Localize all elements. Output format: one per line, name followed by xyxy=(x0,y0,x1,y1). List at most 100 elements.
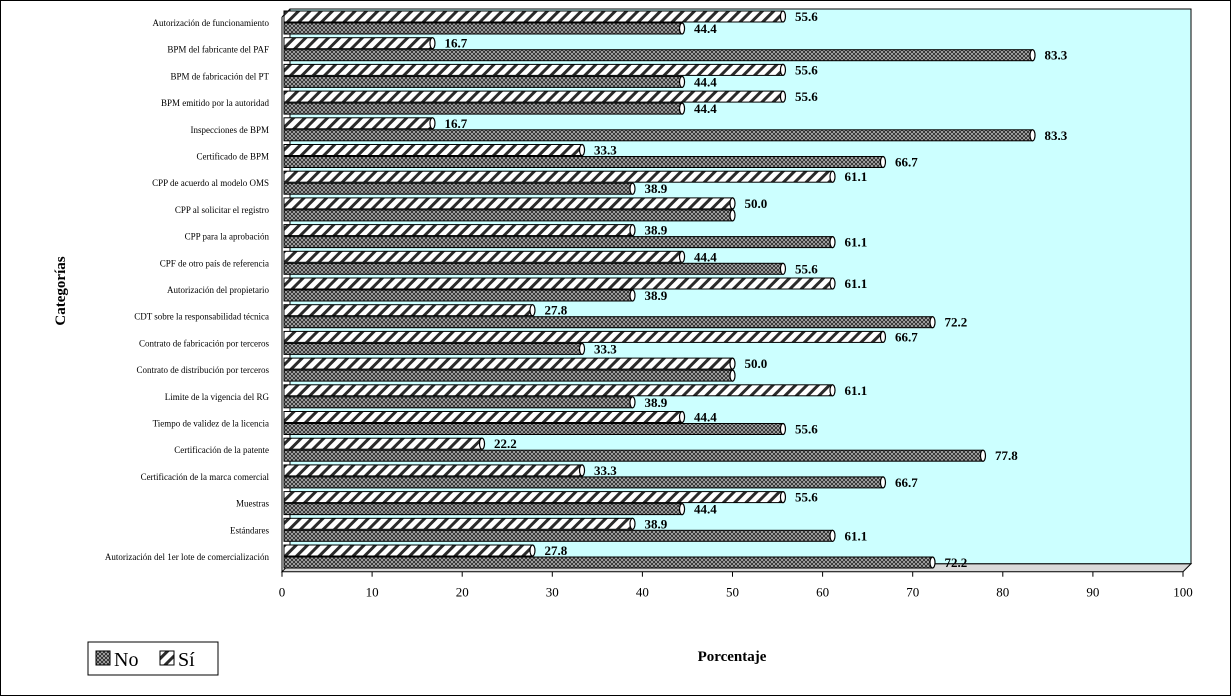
value-label-si: 44.4 xyxy=(694,410,717,425)
x-tick-label: 50 xyxy=(726,585,739,600)
value-label-no: 83.3 xyxy=(1045,128,1068,143)
value-label-no: 61.1 xyxy=(845,528,868,543)
value-label-no: 66.7 xyxy=(895,475,918,490)
value-label-si: 50.0 xyxy=(745,196,768,211)
bar-si xyxy=(283,277,836,290)
bar-no xyxy=(283,396,636,409)
bar-no xyxy=(283,129,1036,142)
bar-no xyxy=(283,422,787,436)
value-label-si: 38.9 xyxy=(644,223,667,238)
value-label-no: 55.6 xyxy=(795,261,818,276)
value-label-si: 22.2 xyxy=(494,436,517,451)
value-label-no: 44.4 xyxy=(694,101,717,116)
bar-no xyxy=(283,75,686,89)
bar-no xyxy=(283,22,686,35)
value-label-no: 77.8 xyxy=(995,448,1018,463)
bar-no xyxy=(283,316,936,329)
value-label-no: 38.9 xyxy=(644,395,667,410)
bar-no xyxy=(283,476,887,489)
x-tick-label: 30 xyxy=(546,585,559,600)
value-labels-group: 55.6 44.4 16.7 83.3 55.6 44.4 55.6 44.4 16.7 83.3… xyxy=(444,9,1067,570)
value-label-no: 72.2 xyxy=(945,555,968,570)
bars-group xyxy=(283,10,1036,569)
category-label: Certificación de la marca comercial xyxy=(141,472,270,482)
bar-si xyxy=(283,437,486,450)
bar-si xyxy=(283,63,787,77)
value-label-si: 61.1 xyxy=(845,276,868,291)
value-label-no: 61.1 xyxy=(845,235,868,250)
category-label: Muestras xyxy=(236,499,269,509)
value-label-no: 72.2 xyxy=(945,315,968,330)
category-label: Inspecciones de BPM xyxy=(191,125,270,135)
bar-si xyxy=(283,143,586,157)
value-label-no: 83.3 xyxy=(1045,48,1068,63)
category-labels-group: Autorización de funcionamiento BPM del fa… xyxy=(105,18,270,562)
value-label-no: 44.4 xyxy=(694,21,717,36)
value-label-si: 55.6 xyxy=(795,89,818,104)
value-label-si: 27.8 xyxy=(544,543,567,558)
legend-swatch-no xyxy=(95,650,111,666)
category-label: CPP para la aprobación xyxy=(185,232,270,242)
bar-no xyxy=(283,342,586,355)
bar-si xyxy=(283,517,636,530)
bar-si xyxy=(283,357,736,370)
value-label-si: 16.7 xyxy=(444,116,467,131)
x-tick-label: 10 xyxy=(366,585,379,600)
value-label-no: 44.4 xyxy=(694,74,717,89)
bar-no xyxy=(283,503,686,516)
x-axis: 0 10 20 30 40 50 60 70 80 90 100 xyxy=(279,571,1193,600)
bar-si xyxy=(283,384,836,397)
bar-si xyxy=(283,10,787,23)
value-label-si: 55.6 xyxy=(795,490,818,505)
value-label-no: 33.3 xyxy=(594,341,617,356)
legend-label-si: Sí xyxy=(178,649,195,671)
legend-label-no: No xyxy=(114,649,138,671)
bar-no xyxy=(283,155,887,169)
category-label: CPP de acuerdo al modelo OMS xyxy=(152,178,269,188)
bar-si xyxy=(283,491,787,504)
x-tick-label: 80 xyxy=(996,585,1009,600)
category-label: Autorización del 1er lote de comercializ… xyxy=(105,552,270,562)
value-label-no: 38.9 xyxy=(644,288,667,303)
category-label: Estándares xyxy=(230,525,269,535)
bar-si xyxy=(283,117,436,130)
bar-no xyxy=(283,236,836,249)
bar-no xyxy=(283,449,987,462)
bar-no xyxy=(283,209,736,222)
legend: No Sí xyxy=(87,641,219,676)
value-label-no: 44.4 xyxy=(694,502,717,517)
value-label-si: 55.6 xyxy=(795,9,818,24)
x-axis-title: Porcentaje xyxy=(698,649,767,665)
bar-si xyxy=(283,197,736,210)
y-axis-title: Categorías xyxy=(53,256,69,325)
category-label: Tiempo de validez de la licencia xyxy=(153,419,269,429)
value-label-no: 38.9 xyxy=(644,181,667,196)
bar-si xyxy=(283,170,836,183)
value-label-si: 33.3 xyxy=(594,463,617,478)
bar-no xyxy=(283,289,636,302)
category-label: BPM del fabricante del PAF xyxy=(167,45,269,55)
bar-no xyxy=(283,529,836,542)
bar-no xyxy=(283,49,1036,62)
value-label-si: 38.9 xyxy=(644,516,667,531)
x-tick-label: 90 xyxy=(1086,585,1099,600)
x-tick-label: 0 xyxy=(279,585,286,600)
x-tick-label: 60 xyxy=(816,585,829,600)
bar-si xyxy=(283,90,787,103)
value-label-si: 55.6 xyxy=(795,62,818,77)
value-label-si: 33.3 xyxy=(594,143,617,158)
bar-no xyxy=(283,102,686,115)
category-label: CPF de otro país de referencia xyxy=(160,258,269,268)
bar-si xyxy=(283,224,636,237)
value-label-si: 66.7 xyxy=(895,329,918,344)
x-tick-label: 20 xyxy=(456,585,469,600)
category-label: Contrato de distribución por terceros xyxy=(137,365,270,375)
bar-no xyxy=(283,262,787,275)
x-tick-label: 100 xyxy=(1173,585,1193,600)
bar-si xyxy=(283,544,536,557)
bar-si xyxy=(283,304,536,317)
category-label: Limite de la vigencia del RG xyxy=(165,392,270,402)
category-label: Certificación de la patente xyxy=(174,445,269,455)
